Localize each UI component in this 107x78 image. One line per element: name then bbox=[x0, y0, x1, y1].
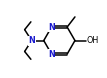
Text: N: N bbox=[28, 36, 35, 45]
Text: N: N bbox=[48, 23, 55, 32]
Text: OH: OH bbox=[86, 36, 99, 45]
Text: N: N bbox=[48, 50, 55, 59]
